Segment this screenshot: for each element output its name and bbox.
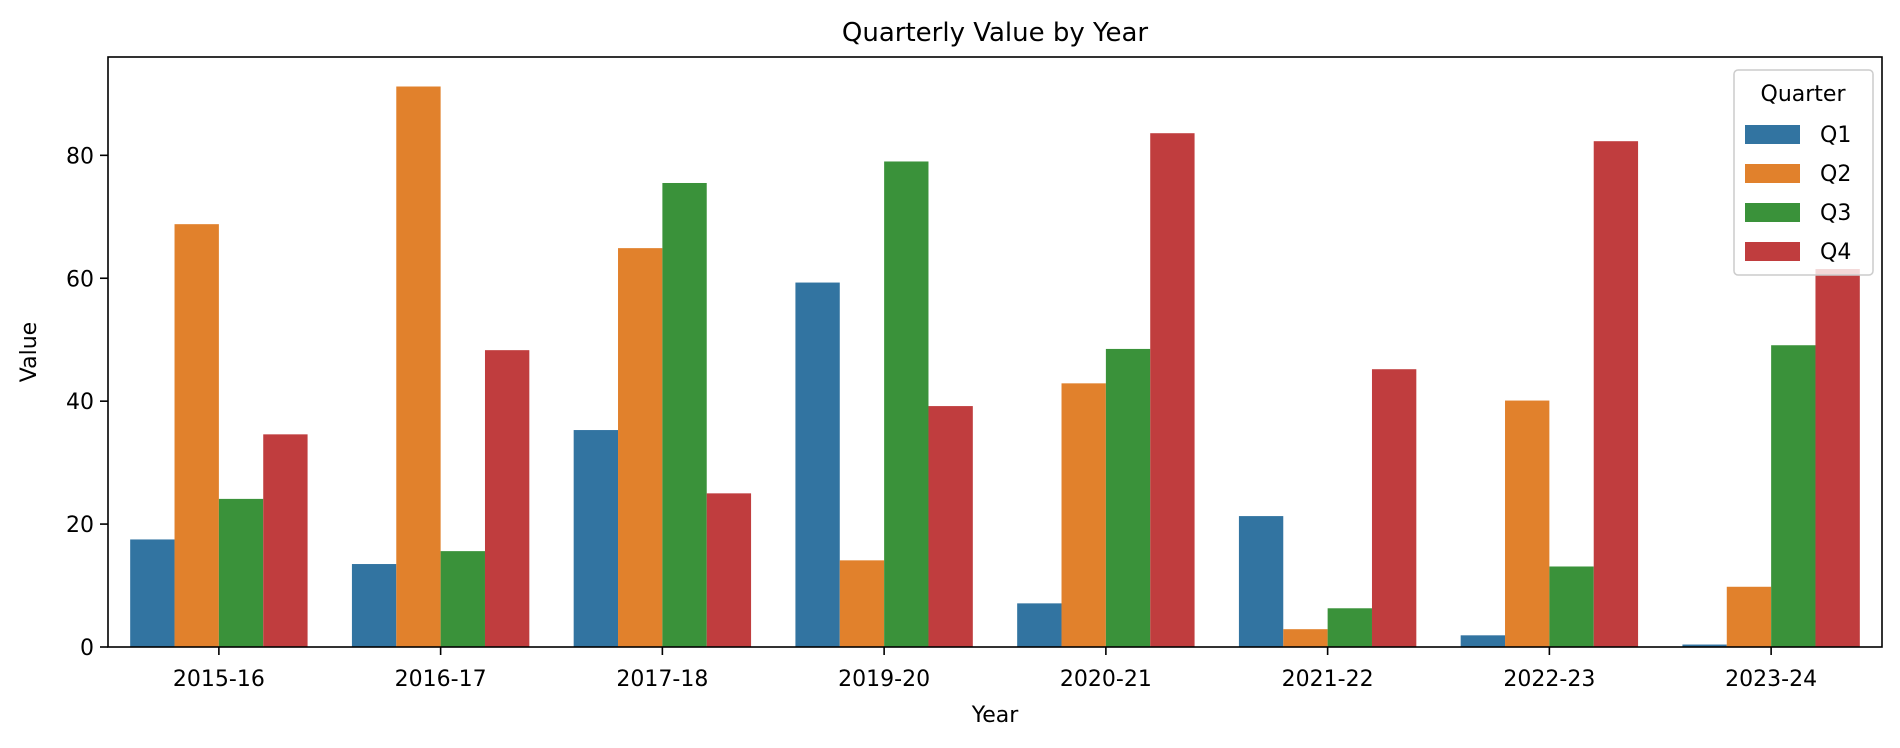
y-tick-label: 40 xyxy=(66,390,94,415)
x-tick-label: 2017-18 xyxy=(616,667,708,692)
y-axis-title: Value xyxy=(17,322,42,382)
y-axis: 0 20 40 60 80 xyxy=(66,144,108,661)
x-axis-title: Year xyxy=(971,703,1020,728)
bar-q4-2021-22 xyxy=(1371,369,1417,647)
legend-label-q1: Q1 xyxy=(1820,123,1851,148)
bar-q2-2020-21 xyxy=(1061,383,1106,647)
y-tick-label: 20 xyxy=(66,513,94,538)
legend-title: Quarter xyxy=(1761,82,1847,107)
bar-q2-2022-23 xyxy=(1505,400,1550,647)
bar-q4-2016-17 xyxy=(484,350,530,647)
y-tick-label: 80 xyxy=(66,144,94,169)
bar-q2-2016-17 xyxy=(396,86,441,647)
x-tick-label: 2022-23 xyxy=(1503,667,1595,692)
bar-q3-2022-23 xyxy=(1549,566,1594,647)
bar-q1-2015-16 xyxy=(130,539,175,647)
legend-swatch-q4 xyxy=(1745,242,1800,261)
legend-swatch-q3 xyxy=(1745,203,1800,222)
bar-q1-2017-18 xyxy=(573,430,619,647)
bar-q3-2016-17 xyxy=(440,551,485,648)
legend-label-q2: Q2 xyxy=(1820,162,1851,187)
bar-q2-2023-24 xyxy=(1726,586,1772,647)
x-tick-label: 2016-17 xyxy=(395,667,487,692)
bar-q3-2020-21 xyxy=(1105,348,1151,647)
x-axis: 2015-16 2016-17 2017-18 2019-20 2020-21 2021-… xyxy=(173,647,1817,692)
plot-frame xyxy=(107,56,1883,648)
legend-box xyxy=(1733,69,1874,276)
x-tick-label: 2020-21 xyxy=(1060,667,1152,692)
bar-q1-2020-21 xyxy=(1017,603,1062,647)
bar-q1-2019-20 xyxy=(795,282,840,647)
bar-q2-2015-16 xyxy=(174,224,219,648)
bar-q4-2020-21 xyxy=(1150,133,1195,647)
x-tick-label: 2023-24 xyxy=(1725,667,1817,692)
x-tick-label: 2019-20 xyxy=(838,667,930,692)
bar-q3-2015-16 xyxy=(218,498,264,647)
bar-q4-2023-24 xyxy=(1815,269,1860,647)
bar-q3-2023-24 xyxy=(1771,345,1816,647)
legend: Quarter Q1 Q2 Q3 Q4 xyxy=(1733,69,1874,276)
bar-q2-2019-20 xyxy=(839,560,885,647)
legend-label-q3: Q3 xyxy=(1820,201,1851,226)
legend-swatch-q2 xyxy=(1745,164,1800,183)
bar-q3-2017-18 xyxy=(662,182,707,648)
bar-q4-2019-20 xyxy=(928,406,973,647)
bars-layer xyxy=(130,86,1860,648)
bar-q4-2022-23 xyxy=(1593,141,1639,647)
y-tick-label: 60 xyxy=(66,267,94,292)
bar-q4-2017-18 xyxy=(706,493,752,647)
legend-label-q4: Q4 xyxy=(1820,240,1851,265)
x-tick-label: 2015-16 xyxy=(173,667,265,692)
x-tick-label: 2021-22 xyxy=(1282,667,1374,692)
chart-title: Quarterly Value by Year xyxy=(842,18,1148,48)
legend-swatch-q1 xyxy=(1745,125,1800,144)
bar-q3-2019-20 xyxy=(884,161,929,648)
bar-q1-2022-23 xyxy=(1460,635,1506,647)
bar-q3-2021-22 xyxy=(1327,608,1372,647)
bar-q1-2023-24 xyxy=(1682,644,1727,647)
bar-q1-2021-22 xyxy=(1238,516,1284,647)
y-tick-label: 0 xyxy=(80,636,94,661)
bar-q2-2021-22 xyxy=(1283,629,1328,647)
bar-q1-2016-17 xyxy=(351,564,397,647)
bar-q2-2017-18 xyxy=(618,248,663,647)
bar-q4-2015-16 xyxy=(263,434,308,647)
